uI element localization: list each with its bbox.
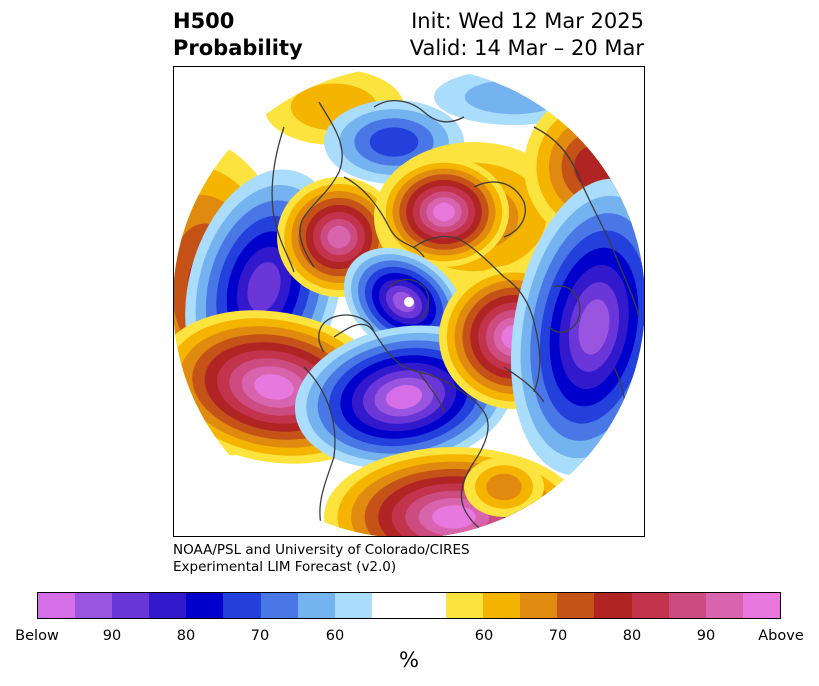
colorbar-swatch: [186, 593, 224, 618]
anomaly-field: [174, 69, 644, 536]
colorbar-swatch: [631, 593, 669, 618]
above-normal-contour: [327, 225, 351, 249]
above-normal-contour: [433, 202, 455, 222]
colorbar-swatch: [260, 593, 298, 618]
above-normal-contour: [486, 473, 522, 501]
coastline: [413, 235, 505, 278]
init-date: Init: Wed 12 Mar 2025: [411, 9, 644, 33]
coastline: [271, 126, 295, 273]
coastline: [333, 323, 515, 536]
colorbar-tick-label: Below: [15, 628, 59, 644]
map-panel: [173, 66, 645, 537]
colorbar-swatch: [705, 593, 743, 618]
coastline: [303, 366, 336, 536]
coastline: [373, 100, 465, 123]
credit-line-1: NOAA/PSL and University of Colorado/CIRE…: [173, 542, 470, 558]
colorbar-swatch: [223, 593, 261, 618]
colorbar-swatch: [371, 593, 447, 618]
polar-map: [174, 69, 644, 536]
credit-line-2: Experimental LIM Forecast (v2.0): [173, 559, 397, 575]
colorbar-unit: %: [399, 648, 419, 672]
colorbar-swatch: [334, 593, 372, 618]
colorbar-swatch: [297, 593, 335, 618]
variable-label: H500: [173, 9, 235, 33]
colorbar-swatch: [112, 593, 150, 618]
colorbar-swatch: [446, 593, 484, 618]
coastline: [503, 276, 541, 393]
colorbar-swatch: [594, 593, 632, 618]
colorbar-swatch: [483, 593, 521, 618]
colorbar-tick-label: 60: [325, 628, 345, 644]
coastline: [388, 278, 430, 320]
colorbar: [37, 592, 781, 619]
coastline: [548, 285, 581, 333]
coastline: [318, 314, 375, 353]
coastline: [473, 181, 526, 238]
colorbar-swatch: [668, 593, 706, 618]
coastline: [503, 366, 545, 403]
colorbar-swatch: [557, 593, 595, 618]
below-normal-contour: [385, 385, 423, 409]
north-pole-marker: [404, 297, 414, 307]
colorbar-swatch: [520, 593, 558, 618]
title-block: H500 Probability: [173, 8, 303, 62]
colorbar-tick-label: 90: [102, 628, 122, 644]
colorbar-tick-label: Above: [758, 628, 804, 644]
below-normal-contour: [578, 299, 610, 355]
colorbar-tick-label: 80: [176, 628, 196, 644]
below-normal-contour: [369, 127, 419, 157]
coastlines: [271, 100, 640, 536]
below-normal-contour: [392, 291, 416, 313]
colorbar-tick-label: 60: [474, 628, 494, 644]
colorbar-swatch: [149, 593, 187, 618]
colorbar-tick-label: 70: [548, 628, 568, 644]
colorbar-swatch: [742, 593, 780, 618]
colorbar-swatch: [38, 593, 76, 618]
colorbar-tick-label: 90: [696, 628, 716, 644]
valid-range: Valid: 14 Mar – 20 Mar: [409, 36, 644, 60]
below-normal-contour: [247, 262, 281, 312]
below-normal-contour: [464, 79, 564, 115]
colorbar-swatch: [75, 593, 113, 618]
coastline: [418, 371, 445, 413]
coastline: [299, 101, 343, 268]
above-normal-contour: [254, 374, 294, 400]
coastline: [343, 176, 425, 258]
product-label: Probability: [173, 36, 303, 60]
coastline: [533, 126, 640, 318]
credit-block: NOAA/PSL and University of Colorado/CIRE…: [173, 542, 470, 576]
date-block: Init: Wed 12 Mar 2025 Valid: 14 Mar – 20…: [410, 8, 644, 62]
colorbar-tick-label: 70: [250, 628, 270, 644]
colorbar-tick-label: 80: [622, 628, 642, 644]
